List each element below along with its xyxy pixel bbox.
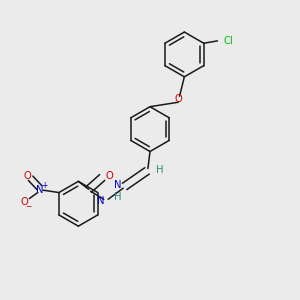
Text: O: O (175, 94, 182, 104)
Text: H: H (156, 165, 164, 175)
Text: N: N (114, 180, 122, 190)
Text: H: H (114, 192, 122, 202)
Text: −: − (25, 202, 32, 211)
Text: N: N (97, 196, 104, 206)
Text: +: + (41, 181, 47, 190)
Text: O: O (20, 197, 28, 207)
Text: O: O (106, 171, 114, 181)
Text: O: O (24, 171, 32, 181)
Text: N: N (36, 185, 43, 195)
Text: Cl: Cl (224, 36, 233, 46)
